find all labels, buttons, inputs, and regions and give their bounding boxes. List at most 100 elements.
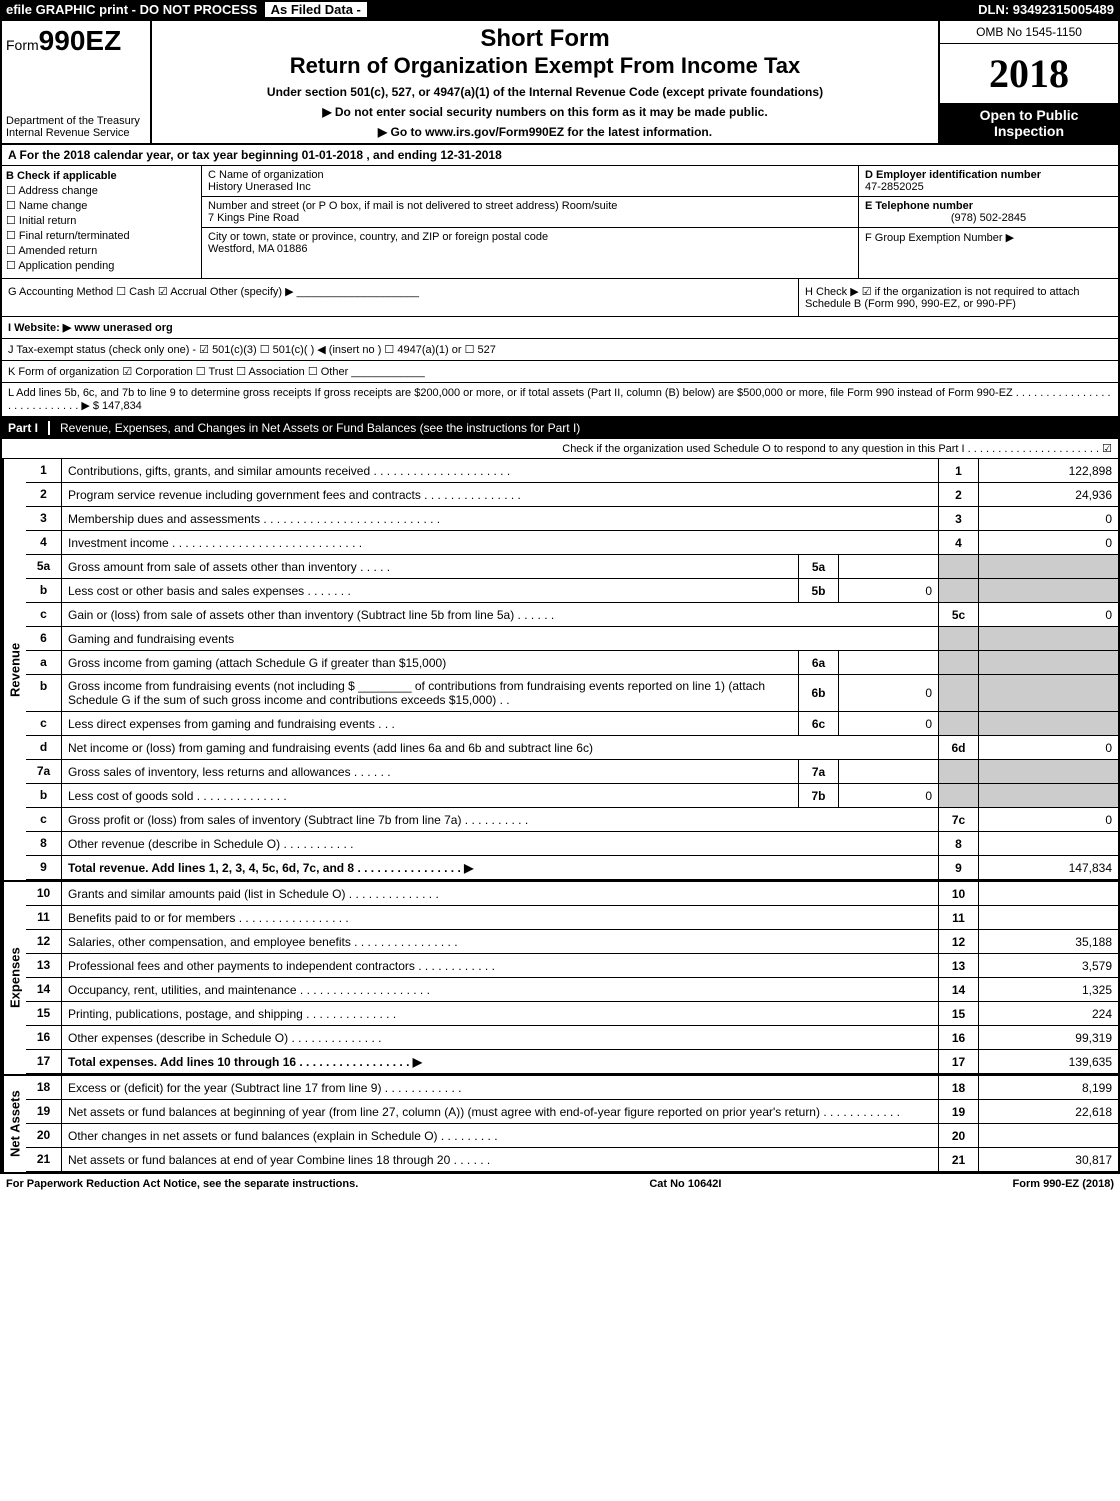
right-line-number: 8 — [938, 832, 978, 855]
mid-line-number: 5a — [798, 555, 838, 578]
line-description: Investment income . . . . . . . . . . . … — [62, 531, 938, 554]
ein-block: D Employer identification number 47-2852… — [859, 166, 1118, 197]
top-bar: efile GRAPHIC print - DO NOT PROCESS As … — [0, 0, 1120, 19]
b-header: B Check if applicable — [6, 170, 197, 182]
right-line-value: 30,817 — [978, 1148, 1118, 1171]
omb-number: OMB No 1545-1150 — [940, 21, 1118, 44]
form-line: 16Other expenses (describe in Schedule O… — [26, 1026, 1118, 1050]
line-number: 1 — [26, 459, 62, 482]
g-accounting: G Accounting Method ☐ Cash ☑ Accrual Oth… — [2, 279, 798, 316]
line-description: Total expenses. Add lines 10 through 16 … — [62, 1050, 938, 1073]
right-line-number: 20 — [938, 1124, 978, 1147]
chk-initial-return[interactable]: Initial return — [6, 214, 197, 227]
right-line-value — [978, 555, 1118, 578]
line-number: a — [26, 651, 62, 674]
line-description: Less cost of goods sold . . . . . . . . … — [62, 784, 798, 807]
line-number: c — [26, 808, 62, 831]
line-description: Gross sales of inventory, less returns a… — [62, 760, 798, 783]
form-line: 17Total expenses. Add lines 10 through 1… — [26, 1050, 1118, 1074]
line-number: b — [26, 784, 62, 807]
header-row: Form990EZ Department of the Treasury Int… — [2, 21, 1118, 145]
net-assets-section: Net Assets 18Excess or (deficit) for the… — [2, 1074, 1118, 1172]
form-line: 14Occupancy, rent, utilities, and mainte… — [26, 978, 1118, 1002]
header-left: Form990EZ Department of the Treasury Int… — [2, 21, 152, 143]
line-description: Total revenue. Add lines 1, 2, 3, 4, 5c,… — [62, 856, 938, 879]
right-line-number — [938, 712, 978, 735]
right-line-number: 1 — [938, 459, 978, 482]
right-line-value: 35,188 — [978, 930, 1118, 953]
line-number: c — [26, 712, 62, 735]
row-a-tax-year: A For the 2018 calendar year, or tax yea… — [2, 145, 1118, 166]
revenue-lines: 1Contributions, gifts, grants, and simil… — [26, 459, 1118, 880]
right-line-value — [978, 832, 1118, 855]
form-line: bLess cost of goods sold . . . . . . . .… — [26, 784, 1118, 808]
right-line-number: 14 — [938, 978, 978, 1001]
as-filed-label: As Filed Data - — [265, 2, 367, 17]
line-description: Gain or (loss) from sale of assets other… — [62, 603, 938, 626]
form-line: 18Excess or (deficit) for the year (Subt… — [26, 1076, 1118, 1100]
line-description: Benefits paid to or for members . . . . … — [62, 906, 938, 929]
mid-line-value — [838, 651, 938, 674]
form-line: dNet income or (loss) from gaming and fu… — [26, 736, 1118, 760]
c-addr: 7 Kings Pine Road — [208, 212, 852, 224]
expenses-section: Expenses 10Grants and similar amounts pa… — [2, 880, 1118, 1074]
mid-line-value — [838, 555, 938, 578]
right-line-value: 139,635 — [978, 1050, 1118, 1073]
org-addr-block: Number and street (or P O box, if mail i… — [202, 197, 858, 228]
form-line: 7aGross sales of inventory, less returns… — [26, 760, 1118, 784]
line-description: Gross income from fundraising events (no… — [62, 675, 798, 711]
line-description: Gross profit or (loss) from sales of inv… — [62, 808, 938, 831]
c-name-label: C Name of organization — [208, 169, 852, 181]
expenses-side-label: Expenses — [2, 882, 26, 1074]
header-mid: Short Form Return of Organization Exempt… — [152, 21, 938, 143]
right-line-number — [938, 760, 978, 783]
right-line-value: 8,199 — [978, 1076, 1118, 1099]
right-line-value: 0 — [978, 603, 1118, 626]
mid-line-number: 6b — [798, 675, 838, 711]
form-title: Return of Organization Exempt From Incom… — [156, 53, 934, 79]
line-number: 18 — [26, 1076, 62, 1099]
right-line-number: 17 — [938, 1050, 978, 1073]
line-description: Gross income from gaming (attach Schedul… — [62, 651, 798, 674]
mid-line-value — [838, 760, 938, 783]
chk-application-pending[interactable]: Application pending — [6, 259, 197, 272]
mid-line-value: 0 — [838, 784, 938, 807]
revenue-side-label: Revenue — [2, 459, 26, 880]
c-city: Westford, MA 01886 — [208, 243, 852, 255]
open-inspection: Open to Public Inspection — [940, 103, 1118, 143]
mid-line-number: 6a — [798, 651, 838, 674]
right-line-value: 22,618 — [978, 1100, 1118, 1123]
right-line-number — [938, 579, 978, 602]
efile-label: efile GRAPHIC print - DO NOT PROCESS — [6, 2, 257, 17]
f-label: F Group Exemption Number ▶ — [865, 231, 1112, 244]
ssn-note: ▶ Do not enter social security numbers o… — [156, 105, 934, 119]
chk-amended-return[interactable]: Amended return — [6, 244, 197, 257]
form-line: 4Investment income . . . . . . . . . . .… — [26, 531, 1118, 555]
right-line-number: 2 — [938, 483, 978, 506]
right-line-value: 3,579 — [978, 954, 1118, 977]
right-line-number: 12 — [938, 930, 978, 953]
line-number: 6 — [26, 627, 62, 650]
line-number: 13 — [26, 954, 62, 977]
right-line-number: 11 — [938, 906, 978, 929]
e-label: E Telephone number — [865, 200, 1112, 212]
line-description: Contributions, gifts, grants, and simila… — [62, 459, 938, 482]
c-city-label: City or town, state or province, country… — [208, 231, 852, 243]
section-k-org-form: K Form of organization ☑ Corporation ☐ T… — [2, 361, 1118, 383]
right-line-value — [978, 1124, 1118, 1147]
chk-name-change[interactable]: Name change — [6, 199, 197, 212]
chk-final-return[interactable]: Final return/terminated — [6, 229, 197, 242]
right-line-number: 15 — [938, 1002, 978, 1025]
chk-address-change[interactable]: Address change — [6, 184, 197, 197]
right-line-number — [938, 555, 978, 578]
net-assets-side-label: Net Assets — [2, 1076, 26, 1172]
line-description: Professional fees and other payments to … — [62, 954, 938, 977]
line-description: Less direct expenses from gaming and fun… — [62, 712, 798, 735]
line-description: Grants and similar amounts paid (list in… — [62, 882, 938, 905]
line-number: 8 — [26, 832, 62, 855]
line-description: Other revenue (describe in Schedule O) .… — [62, 832, 938, 855]
line-number: 12 — [26, 930, 62, 953]
form-line: cGain or (loss) from sale of assets othe… — [26, 603, 1118, 627]
line-description: Program service revenue including govern… — [62, 483, 938, 506]
form-line: 10Grants and similar amounts paid (list … — [26, 882, 1118, 906]
